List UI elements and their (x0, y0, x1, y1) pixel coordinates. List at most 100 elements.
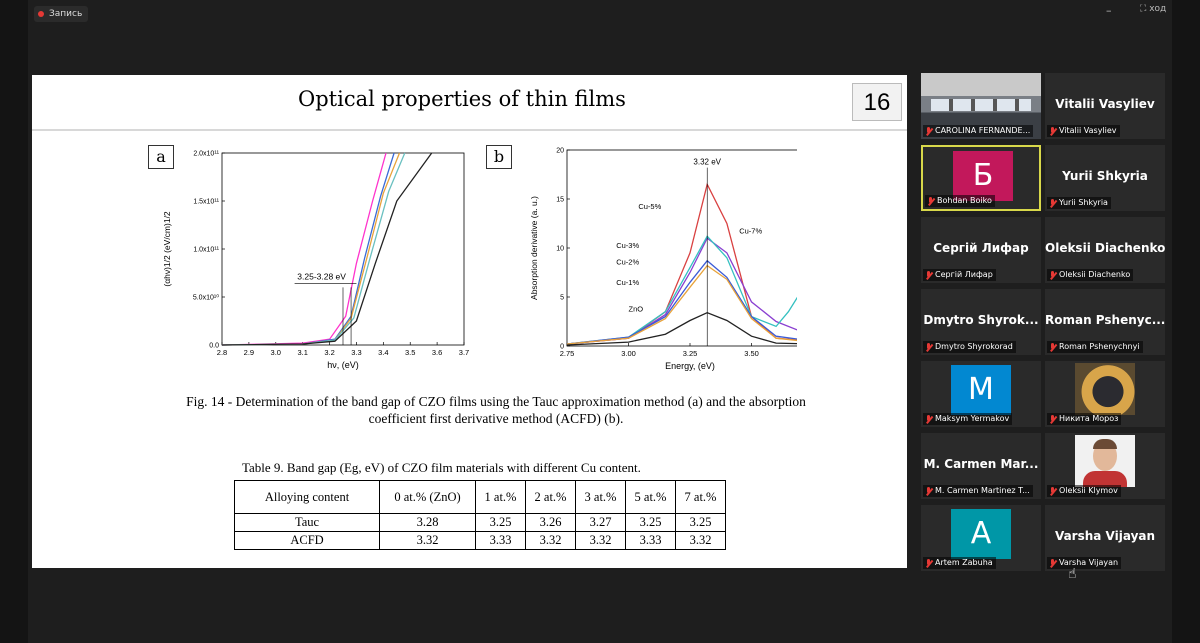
participant-label: Oleksii Klymov (1047, 485, 1121, 497)
series-label: Cu-7% (739, 226, 762, 235)
x-tick-label: 3.25 (683, 349, 698, 358)
table-cell: 3.32 (675, 531, 726, 550)
minimize-button[interactable]: – (1106, 4, 1112, 17)
participant-tile[interactable]: Dmytro Shyrok... Dmytro Shyrokorad (921, 289, 1041, 355)
participant-label-text: Bohdan Boiko (937, 196, 992, 205)
participant-label: Yurii Shkyria (1047, 197, 1111, 209)
participant-tile[interactable]: M. Carmen Mar... M. Carmen Martinez T... (921, 433, 1041, 499)
participant-label-text: Roman Pshenychnyi (1059, 342, 1140, 351)
left-edge (0, 0, 28, 643)
panel-b-label: b (486, 145, 512, 169)
caption-line-1: Fig. 14 - Determination of the band gap … (186, 394, 806, 409)
participant-label: M. Carmen Martinez T... (923, 485, 1033, 497)
table-caption: Table 9. Band gap (Eg, eV) of CZO film m… (242, 460, 641, 475)
avatar: M (951, 365, 1011, 415)
participant-name: Dmytro Shyrok... (923, 313, 1039, 327)
mic-muted-icon (925, 270, 932, 280)
fullscreen-label: ход (1149, 4, 1167, 14)
avatar: Б (953, 151, 1013, 201)
slide-number: 16 (852, 83, 902, 121)
y-tick-label: 2.0x10¹¹ (193, 151, 219, 158)
x-tick-label: 3.1 (297, 348, 307, 357)
x-tick-label: 3.4 (378, 348, 388, 357)
caption-line-2: coefficient first derivative method (ACF… (368, 411, 624, 426)
mic-muted-icon (1049, 126, 1056, 136)
right-edge (1172, 0, 1200, 643)
x-tick-label: 3.2 (324, 348, 334, 357)
participant-name: Varsha Vijayan (1054, 529, 1156, 543)
series-label: Cu-3% (616, 241, 639, 250)
series-label: Cu-2% (616, 258, 639, 267)
series-label: Cu-5% (638, 202, 661, 211)
participant-tile[interactable]: A Artem Zabuha (921, 505, 1041, 571)
table-header-cell: 3 at.% (575, 480, 626, 514)
hand-cursor-icon: ☝ (1068, 566, 1077, 582)
table-cell: 3.28 (379, 513, 476, 532)
fullscreen-exit-icon: ⛶ (1140, 4, 1147, 14)
participant-name: Roman Pshenyc... (1045, 313, 1165, 327)
participant-label-text: Vitalii Vasyliev (1059, 126, 1117, 135)
participant-name: Сергій Лифар (933, 241, 1029, 255)
shared-slide: Optical properties of thin films 16 a b … (32, 75, 907, 568)
avatar (1075, 435, 1135, 487)
avatar (1075, 363, 1135, 415)
participant-label: Varsha Vijayan (1047, 557, 1122, 569)
figure-caption: Fig. 14 - Determination of the band gap … (140, 393, 852, 427)
participant-tile[interactable]: Oleksii Klymov (1045, 433, 1165, 499)
participant-label-text: Varsha Vijayan (1059, 558, 1119, 567)
participant-tile[interactable]: Никита Мороз (1045, 361, 1165, 427)
table-row: Tauc 3.28 3.25 3.26 3.27 3.25 3.25 (234, 513, 726, 532)
x-tick-label: 3.5 (405, 348, 415, 357)
participant-tile[interactable]: Yurii Shkyria Yurii Shkyria (1045, 145, 1165, 211)
mic-muted-icon (927, 196, 934, 206)
mic-muted-icon (925, 126, 932, 136)
participant-tile[interactable]: CAROLINA FERNANDE... (921, 73, 1041, 139)
participant-tile[interactable]: M Maksym Yermakov (921, 361, 1041, 427)
table-cell: 3.32 (525, 531, 576, 550)
participant-label: Bohdan Boiko (925, 195, 995, 207)
video-feed-screens (931, 99, 1031, 111)
participant-label-text: Dmytro Shyrokorad (935, 342, 1013, 351)
participant-name: Vitalii Vasyliev (1055, 97, 1155, 111)
y-axis-label: (αhν)1/2 (eV/cm)1/2 (162, 211, 172, 287)
record-dot-icon (38, 11, 44, 17)
recording-indicator[interactable]: Запись (34, 6, 89, 22)
table-cell: ACFD (234, 531, 380, 550)
x-tick-label: 3.7 (459, 348, 469, 357)
participant-label-text: Oleksii Klymov (1059, 486, 1118, 495)
participant-tile[interactable]: Varsha Vijayan Varsha Vijayan (1045, 505, 1165, 571)
mic-muted-icon (1049, 198, 1056, 208)
table-header-cell: 7 at.% (675, 480, 726, 514)
x-tick-label: 3.3 (351, 348, 361, 357)
participant-tile[interactable]: Сергій Лифар Сергій Лифар (921, 217, 1041, 283)
x-tick-label: 2.8 (217, 348, 227, 357)
participant-label-text: Никита Мороз (1059, 414, 1119, 423)
participant-label-text: Сергій Лифар (935, 270, 993, 279)
x-tick-label: 3.0 (271, 348, 281, 357)
x-tick-label: 3.6 (432, 348, 442, 357)
panel-a-label: a (148, 145, 174, 169)
x-axis-label: Energy, (eV) (665, 361, 715, 371)
participant-label-text: M. Carmen Martinez T... (935, 486, 1030, 495)
series-line (221, 152, 387, 346)
series-line (566, 235, 797, 345)
recording-label: Запись (49, 9, 83, 19)
participant-label: Никита Мороз (1047, 413, 1122, 425)
y-tick-label: 15 (556, 197, 564, 204)
table-row: ACFD 3.32 3.33 3.32 3.32 3.33 3.32 (234, 531, 726, 550)
y-tick-label: 5.0x10¹⁰ (193, 294, 219, 302)
table-header-cell: 5 at.% (625, 480, 676, 514)
participant-tile[interactable]: Б Bohdan Boiko (921, 145, 1041, 211)
mic-muted-icon (1049, 486, 1056, 496)
participant-tile[interactable]: Vitalii Vasyliev Vitalii Vasyliev (1045, 73, 1165, 139)
y-tick-label: 0.0 (209, 343, 219, 350)
participant-tile[interactable]: Oleksii Diachenko Oleksii Diachenko (1045, 217, 1165, 283)
x-tick-label: 2.9 (244, 348, 254, 357)
participant-tile[interactable]: Roman Pshenyc... Roman Pshenychnyi (1045, 289, 1165, 355)
fullscreen-button[interactable]: ⛶ ход (1140, 4, 1166, 14)
series-line (221, 152, 433, 346)
series-label: Cu-1% (616, 278, 639, 287)
table-cell: 3.26 (525, 513, 576, 532)
x-tick-label: 2.75 (560, 349, 575, 358)
participant-name: M. Carmen Mar... (923, 457, 1039, 471)
